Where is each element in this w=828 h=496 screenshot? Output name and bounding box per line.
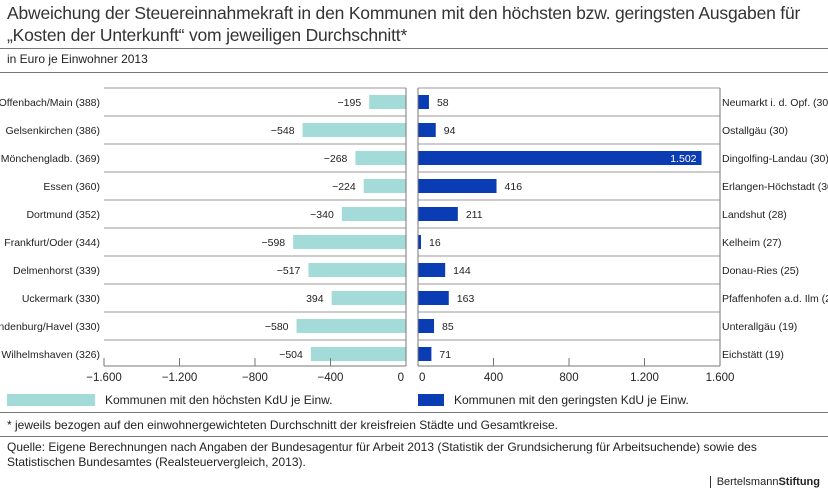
data-label-right: 85	[442, 321, 454, 333]
bar-left	[363, 179, 406, 193]
logo-part1: Bertelsmann	[716, 476, 779, 488]
bar-left	[331, 291, 406, 305]
bar-left	[341, 207, 406, 221]
category-label-right: Donau-Ries (25)	[722, 265, 799, 277]
data-label-left: −598	[261, 237, 285, 249]
category-label-left: Essen (360)	[43, 181, 100, 193]
data-label-left: −548	[271, 125, 295, 137]
bar-left	[369, 95, 406, 109]
bar-right	[418, 291, 449, 305]
bar-left	[293, 235, 406, 249]
bar-right	[418, 179, 497, 193]
category-label-right: Landshut (28)	[722, 209, 787, 221]
category-label-left: Mönchengladb. (369)	[1, 153, 100, 165]
chart-subtitle: in Euro je Einwohner 2013	[7, 52, 148, 66]
category-label-left: Offenbach/Main (388)	[0, 97, 100, 109]
data-label-right: 416	[505, 181, 523, 193]
category-label-right: Eichstätt (19)	[722, 349, 784, 361]
bar-right	[418, 235, 422, 249]
bar-left	[310, 347, 406, 361]
bar-right	[418, 207, 458, 221]
x-tick-label-right: 800	[559, 372, 578, 384]
category-label-left: Delmenhorst (339)	[13, 265, 100, 277]
data-label-left: −517	[277, 265, 301, 277]
bar-left	[302, 123, 406, 137]
bar-right	[418, 123, 436, 137]
category-label-left: Frankfurt/Oder (344)	[4, 237, 100, 249]
data-label-left: −224	[332, 181, 356, 193]
data-label-right: 58	[437, 97, 449, 109]
legend-left: Kommunen mit den höchsten KdU je Einw.	[7, 393, 332, 407]
category-label-right: Ostallgäu (30)	[722, 125, 788, 137]
bar-left	[296, 319, 406, 333]
bar-right	[418, 263, 446, 277]
divider	[0, 412, 828, 413]
category-label-right: Pfaffenhofen a.d. Ilm (25)	[722, 293, 828, 305]
data-label-right: 211	[466, 209, 483, 221]
x-tick-label-left: −400	[318, 372, 344, 384]
x-tick-label-left: −1.200	[162, 372, 198, 384]
bar-right	[418, 151, 702, 165]
legend-right: Kommunen mit den geringsten KdU je Einw.	[418, 393, 689, 407]
category-label-right: Dingolfing-Landau (30)	[722, 153, 828, 165]
data-label-left: −340	[310, 209, 334, 221]
data-label-right: 144	[453, 265, 471, 277]
bertelsmann-logo: BertelsmannStiftung	[709, 476, 820, 488]
x-tick-label-left: 0	[398, 372, 404, 384]
category-label-right: Kelheim (27)	[722, 237, 782, 249]
x-tick-label-left: −800	[242, 372, 268, 384]
bar-chart: −195 Offenbach/Main (388) −548 Gelsenkirche…	[0, 87, 828, 384]
source-note: Quelle: Eigene Berechnungen nach Angaben…	[7, 440, 757, 469]
data-label-right: 1.502	[670, 153, 696, 165]
logo-part2: Stiftung	[778, 476, 820, 488]
x-tick-label-left: −1.600	[86, 372, 122, 384]
data-label-left: −580	[265, 321, 289, 333]
category-label-left: Gelsenkirchen (386)	[5, 125, 100, 137]
data-label-right: 163	[457, 293, 475, 305]
divider	[0, 436, 828, 437]
x-tick-label-right: 0	[419, 372, 425, 384]
footnote: * jeweils bezogen auf den einwohnergewic…	[7, 418, 558, 432]
data-label-left: −268	[324, 153, 348, 165]
data-label-left: −504	[279, 349, 303, 361]
bar-right	[418, 319, 435, 333]
category-label-left: Dortmund (352)	[26, 209, 100, 221]
title-line-1: Abweichung der Steuereinnahmekraft in de…	[7, 3, 801, 23]
legend-label-right: Kommunen mit den geringsten KdU je Einw.	[454, 393, 689, 407]
x-tick-label-right: 1.600	[706, 372, 735, 384]
bar-right	[418, 347, 432, 361]
legend-swatch-right	[418, 394, 444, 406]
bar-left	[355, 151, 406, 165]
category-label-left: Uckermark (330)	[22, 293, 100, 305]
category-label-right: Unterallgäu (19)	[722, 321, 797, 333]
x-tick-label-right: 400	[484, 372, 503, 384]
category-label-right: Neumarkt i. d. Opf. (30)	[722, 97, 828, 109]
chart-title: Abweichung der Steuereinnahmekraft in de…	[7, 2, 800, 46]
category-label-left: Brandenburg/Havel (330)	[0, 321, 100, 333]
bar-right	[418, 95, 429, 109]
data-label-left: −195	[338, 97, 362, 109]
data-label-right: 94	[444, 125, 456, 137]
legend-swatch-left	[7, 394, 95, 406]
bar-left	[308, 263, 406, 277]
divider	[0, 48, 828, 49]
divider	[0, 72, 828, 73]
x-tick-label-right: 1.200	[630, 372, 659, 384]
legend-label-left: Kommunen mit den höchsten KdU je Einw.	[105, 393, 333, 407]
category-label-right: Erlangen-Höchstadt (30)	[722, 181, 828, 193]
data-label-left: 394	[306, 293, 324, 305]
data-label-right: 16	[429, 237, 441, 249]
category-label-left: Wilhelmshaven (326)	[1, 349, 100, 361]
title-line-2: „Kosten der Unterkunft“ vom jeweiligen D…	[7, 25, 408, 45]
data-label-right: 71	[439, 349, 451, 361]
